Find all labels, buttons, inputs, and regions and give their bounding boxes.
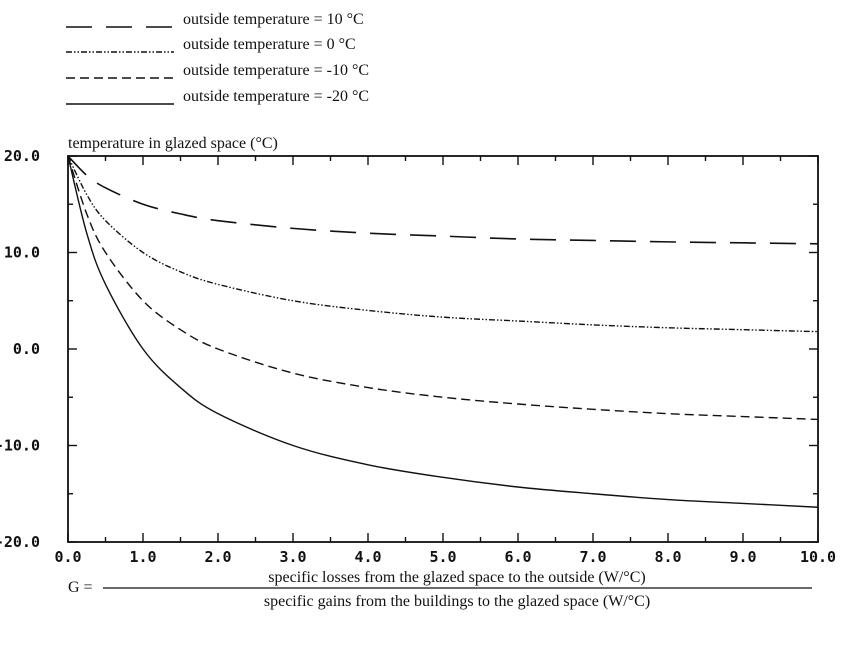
legend-label: outside temperature = -10 °C [183, 62, 369, 79]
series-line [67, 155, 819, 421]
y-tick-label: -20.0 [0, 533, 40, 551]
x-tick-label: 8.0 [654, 548, 681, 566]
series-line [67, 155, 819, 508]
y-tick-label: 0.0 [13, 340, 40, 358]
x-tick-label: 10.0 [800, 548, 836, 566]
y-tick-label: -10.0 [0, 437, 40, 455]
x-tick-label: 0.0 [54, 548, 81, 566]
x-tick-label: 2.0 [204, 548, 231, 566]
x-axis-formula-lhs: G = [68, 579, 93, 596]
x-tick-label: 5.0 [429, 548, 456, 566]
legend-entry: outside temperature = -10 °C [66, 62, 369, 79]
legend-label: outside temperature = 10 °C [183, 11, 364, 28]
y-tick-label: 20.0 [4, 147, 40, 165]
series-line [67, 155, 819, 333]
x-axis-formula-denominator: specific gains from the buildings to the… [264, 593, 650, 610]
series-layer [67, 155, 819, 508]
x-axis-formula-numerator: specific losses from the glazed space to… [268, 569, 645, 586]
x-tick-label: 1.0 [129, 548, 156, 566]
legend-entry: outside temperature = 0 °C [66, 36, 356, 53]
legend-entry: outside temperature = -20 °C [66, 88, 369, 105]
y-axis-title: temperature in glazed space (°C) [68, 135, 278, 152]
legend-entry: outside temperature = 10 °C [66, 11, 364, 28]
x-tick-label: 7.0 [579, 548, 606, 566]
axis-tick-labels: 0.0 1.0 2.0 3.0 4.0 5.0 6.0 7.0 8.0 9.0 10.0 -20.0 -… [0, 147, 836, 566]
x-tick-label: 6.0 [504, 548, 531, 566]
x-axis-title: G = specific losses from the glazed spac… [68, 569, 812, 610]
legend-label: outside temperature = -20 °C [183, 88, 369, 105]
x-tick-label: 9.0 [729, 548, 756, 566]
y-tick-label: 10.0 [4, 244, 40, 262]
series-line [67, 155, 819, 245]
x-tick-label: 3.0 [279, 548, 306, 566]
legend-label: outside temperature = 0 °C [183, 36, 356, 53]
axis-ticks [67, 155, 819, 543]
x-tick-label: 4.0 [354, 548, 381, 566]
legend: outside temperature = 10 °C outside temp… [66, 11, 369, 105]
